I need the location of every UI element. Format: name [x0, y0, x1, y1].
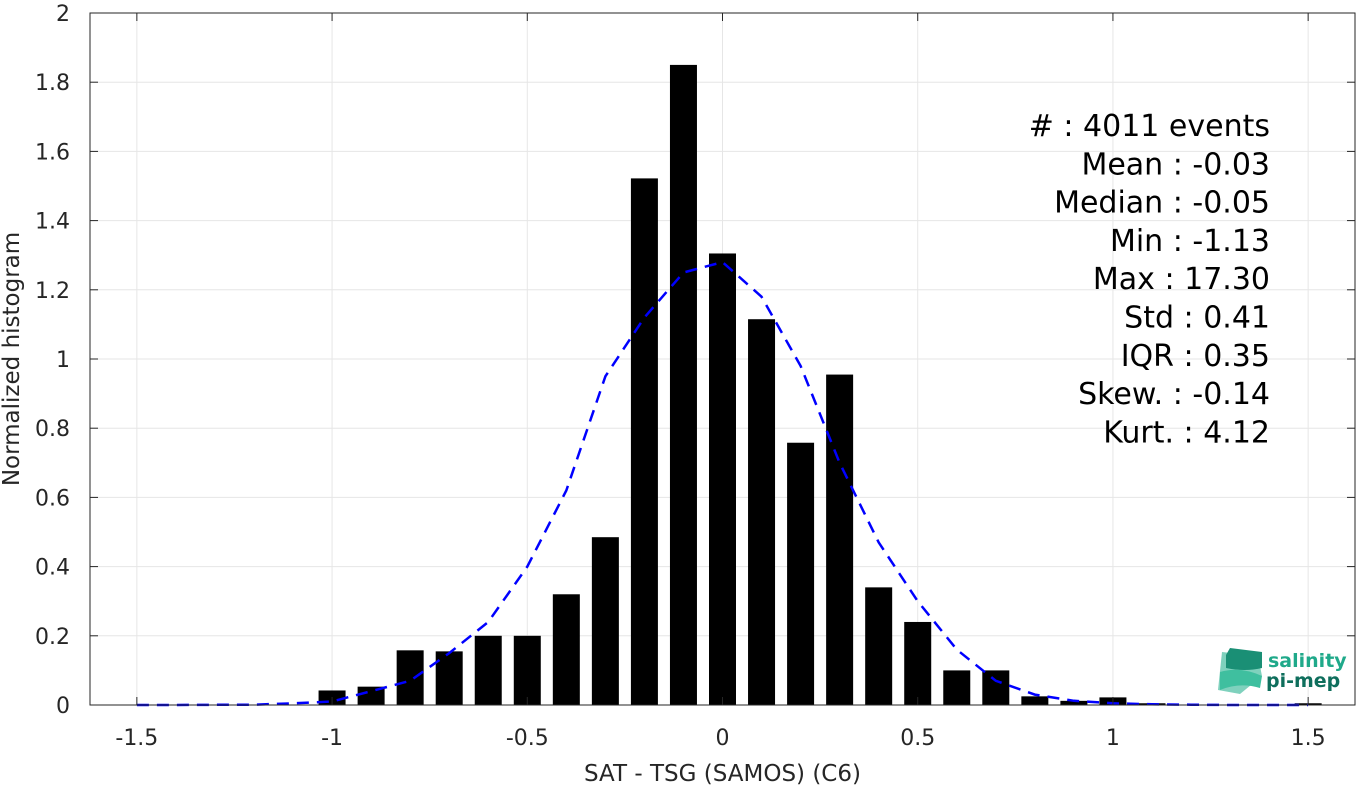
- y-tick-label: 2: [56, 2, 70, 27]
- histogram-bar: [513, 635, 541, 705]
- stat-line: IQR : 0.35: [1121, 339, 1270, 374]
- histogram-bars: [318, 64, 1322, 705]
- histogram-bar: [1060, 700, 1088, 705]
- y-tick-label: 0.2: [35, 625, 70, 650]
- histogram-bar: [982, 670, 1010, 705]
- histogram-bar: [826, 374, 854, 705]
- stat-line: # : 4011 events: [1029, 109, 1270, 144]
- histogram-bar: [435, 651, 463, 705]
- x-tick-label: -1: [321, 726, 343, 751]
- stat-line: Std : 0.41: [1124, 301, 1270, 336]
- histogram-bar: [787, 442, 815, 705]
- histogram-bar: [943, 670, 971, 705]
- histogram-bar: [357, 686, 385, 705]
- y-axis-label: Normalized histogram: [0, 232, 25, 486]
- y-tick-label: 1.4: [35, 210, 70, 235]
- x-axis-label: SAT - TSG (SAMOS) (C6): [584, 761, 861, 785]
- stat-line: Skew. : -0.14: [1078, 377, 1270, 412]
- histogram-bar: [709, 253, 736, 705]
- x-tick-label: -1.5: [115, 726, 158, 751]
- y-tick-label: 0.6: [35, 486, 70, 511]
- histogram-bar: [748, 319, 776, 705]
- salinity-pi-mep-logo: salinity pi-mep: [1218, 648, 1347, 694]
- histogram-bar: [591, 537, 619, 705]
- x-tick-label: 1.5: [1291, 726, 1326, 751]
- y-tick-label: 0.4: [35, 556, 70, 581]
- histogram-bar: [630, 178, 658, 705]
- x-tick-label: 0.5: [900, 726, 935, 751]
- histogram-bar: [865, 587, 893, 705]
- histogram-bar: [904, 621, 932, 705]
- histogram-bar: [669, 64, 697, 705]
- histogram-bar: [552, 594, 580, 705]
- y-tick-labels: 0 0.2 0.4 0.6 0.8 1 1.2 1.4 1.6 1.8 2: [35, 2, 70, 719]
- stat-line: Kurt. : 4.12: [1103, 415, 1270, 450]
- y-tick-label: 0: [56, 694, 70, 719]
- logo-wave-icon: [1218, 648, 1262, 694]
- logo-text-salinity: salinity: [1268, 650, 1347, 672]
- y-tick-label: 1.6: [35, 140, 70, 165]
- logo-text-pi-mep: pi-mep: [1266, 670, 1340, 692]
- histogram-bar: [396, 650, 424, 705]
- stat-line: Min : -1.13: [1110, 224, 1270, 259]
- stat-line: Max : 17.30: [1093, 262, 1270, 297]
- y-tick-label: 1.8: [35, 71, 70, 96]
- y-tick-label: 1: [56, 348, 70, 373]
- stat-line: Mean : -0.03: [1081, 147, 1270, 182]
- x-tick-labels: -1.5 -1 -0.5 0 0.5 1 1.5: [115, 726, 1325, 751]
- histogram-bar: [474, 635, 502, 705]
- y-tick-label: 0.8: [35, 417, 70, 442]
- x-tick-label: -0.5: [506, 726, 549, 751]
- stat-line: Median : -0.05: [1054, 186, 1270, 221]
- x-tick-label: 0: [716, 726, 730, 751]
- axis-ticks: [90, 12, 1355, 706]
- x-tick-label: 1: [1106, 726, 1120, 751]
- y-tick-label: 1.2: [35, 279, 70, 304]
- histogram-bar: [1021, 696, 1049, 705]
